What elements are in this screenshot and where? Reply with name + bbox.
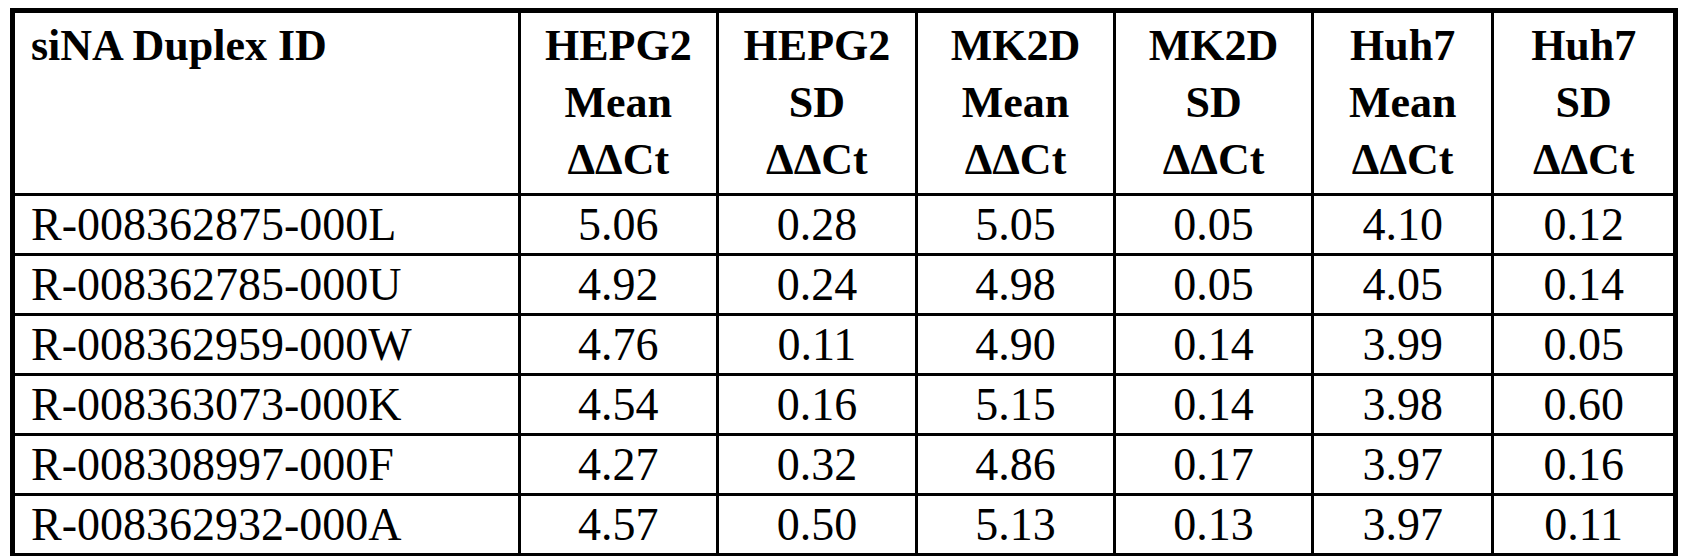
header-row: siNA Duplex ID HEPG2 Mean ΔΔCt HEPG2 SD … bbox=[13, 11, 1676, 195]
header-cell-mk2d-sd: MK2D SD ΔΔCt bbox=[1115, 11, 1313, 195]
value-cell-huh7-mean: 3.97 bbox=[1312, 495, 1493, 556]
value-cell-hepg2-mean: 4.92 bbox=[519, 255, 718, 315]
value-cell-mk2d-mean: 4.98 bbox=[916, 255, 1115, 315]
header-metric: ΔΔCt bbox=[1494, 131, 1673, 188]
header-cell-line: Huh7 bbox=[1494, 17, 1673, 74]
value-cell-mk2d-mean: 4.90 bbox=[916, 315, 1115, 375]
duplex-id-cell: R-008363073-000K bbox=[13, 375, 520, 435]
document-page: siNA Duplex ID HEPG2 Mean ΔΔCt HEPG2 SD … bbox=[0, 0, 1686, 556]
table-row: R-008362785-000U 4.92 0.24 4.98 0.05 4.0… bbox=[13, 255, 1676, 315]
value-cell-huh7-mean: 3.98 bbox=[1312, 375, 1493, 435]
sina-duplex-ddct-table: siNA Duplex ID HEPG2 Mean ΔΔCt HEPG2 SD … bbox=[10, 8, 1678, 556]
header-stat: SD bbox=[1116, 74, 1311, 131]
table-row: R-008363073-000K 4.54 0.16 5.15 0.14 3.9… bbox=[13, 375, 1676, 435]
value-cell-huh7-sd: 0.60 bbox=[1493, 375, 1676, 435]
table-row: R-008362959-000W 4.76 0.11 4.90 0.14 3.9… bbox=[13, 315, 1676, 375]
value-cell-huh7-sd: 0.05 bbox=[1493, 315, 1676, 375]
header-cell-mk2d-mean: MK2D Mean ΔΔCt bbox=[916, 11, 1115, 195]
header-metric: ΔΔCt bbox=[1314, 131, 1492, 188]
value-cell-hepg2-mean: 4.27 bbox=[519, 435, 718, 495]
duplex-id-cell: R-008362875-000L bbox=[13, 195, 520, 255]
header-stat: Mean bbox=[1314, 74, 1492, 131]
table-header: siNA Duplex ID HEPG2 Mean ΔΔCt HEPG2 SD … bbox=[13, 11, 1676, 195]
value-cell-hepg2-sd: 0.50 bbox=[718, 495, 917, 556]
value-cell-hepg2-sd: 0.32 bbox=[718, 435, 917, 495]
value-cell-mk2d-sd: 0.05 bbox=[1115, 195, 1313, 255]
duplex-id-cell: R-008362959-000W bbox=[13, 315, 520, 375]
header-stat: Mean bbox=[918, 74, 1114, 131]
value-cell-mk2d-mean: 4.86 bbox=[916, 435, 1115, 495]
duplex-id-cell: R-008362932-000A bbox=[13, 495, 520, 556]
header-cell-line: HEPG2 bbox=[521, 17, 717, 74]
duplex-id-cell: R-008362785-000U bbox=[13, 255, 520, 315]
value-cell-huh7-mean: 4.05 bbox=[1312, 255, 1493, 315]
header-cell-huh7-sd: Huh7 SD ΔΔCt bbox=[1493, 11, 1676, 195]
header-metric: ΔΔCt bbox=[719, 131, 915, 188]
value-cell-huh7-mean: 4.10 bbox=[1312, 195, 1493, 255]
value-cell-mk2d-sd: 0.05 bbox=[1115, 255, 1313, 315]
header-metric: ΔΔCt bbox=[918, 131, 1114, 188]
table-row: R-008362932-000A 4.57 0.50 5.13 0.13 3.9… bbox=[13, 495, 1676, 556]
value-cell-huh7-sd: 0.11 bbox=[1493, 495, 1676, 556]
value-cell-hepg2-mean: 4.76 bbox=[519, 315, 718, 375]
value-cell-huh7-sd: 0.12 bbox=[1493, 195, 1676, 255]
value-cell-huh7-sd: 0.16 bbox=[1493, 435, 1676, 495]
value-cell-huh7-sd: 0.14 bbox=[1493, 255, 1676, 315]
header-cell-duplex-id: siNA Duplex ID bbox=[13, 11, 520, 195]
header-stat: SD bbox=[1494, 74, 1673, 131]
value-cell-hepg2-mean: 4.54 bbox=[519, 375, 718, 435]
header-cell-huh7-mean: Huh7 Mean ΔΔCt bbox=[1312, 11, 1493, 195]
value-cell-mk2d-mean: 5.15 bbox=[916, 375, 1115, 435]
table-row: R-008308997-000F 4.27 0.32 4.86 0.17 3.9… bbox=[13, 435, 1676, 495]
header-label: siNA Duplex ID bbox=[31, 21, 327, 70]
header-cell-line: MK2D bbox=[1116, 17, 1311, 74]
table-body: R-008362875-000L 5.06 0.28 5.05 0.05 4.1… bbox=[13, 195, 1676, 556]
value-cell-mk2d-sd: 0.14 bbox=[1115, 375, 1313, 435]
header-metric: ΔΔCt bbox=[1116, 131, 1311, 188]
value-cell-huh7-mean: 3.97 bbox=[1312, 435, 1493, 495]
value-cell-mk2d-sd: 0.13 bbox=[1115, 495, 1313, 556]
value-cell-hepg2-mean: 4.57 bbox=[519, 495, 718, 556]
value-cell-hepg2-sd: 0.16 bbox=[718, 375, 917, 435]
value-cell-mk2d-sd: 0.17 bbox=[1115, 435, 1313, 495]
value-cell-mk2d-mean: 5.13 bbox=[916, 495, 1115, 556]
header-stat: Mean bbox=[521, 74, 717, 131]
header-cell-line: HEPG2 bbox=[719, 17, 915, 74]
value-cell-mk2d-sd: 0.14 bbox=[1115, 315, 1313, 375]
value-cell-hepg2-sd: 0.24 bbox=[718, 255, 917, 315]
value-cell-hepg2-sd: 0.11 bbox=[718, 315, 917, 375]
header-cell-line: MK2D bbox=[918, 17, 1114, 74]
header-cell-hepg2-sd: HEPG2 SD ΔΔCt bbox=[718, 11, 917, 195]
header-stat: SD bbox=[719, 74, 915, 131]
value-cell-hepg2-mean: 5.06 bbox=[519, 195, 718, 255]
header-cell-hepg2-mean: HEPG2 Mean ΔΔCt bbox=[519, 11, 718, 195]
table-row: R-008362875-000L 5.06 0.28 5.05 0.05 4.1… bbox=[13, 195, 1676, 255]
duplex-id-cell: R-008308997-000F bbox=[13, 435, 520, 495]
value-cell-hepg2-sd: 0.28 bbox=[718, 195, 917, 255]
value-cell-mk2d-mean: 5.05 bbox=[916, 195, 1115, 255]
header-metric: ΔΔCt bbox=[521, 131, 717, 188]
header-cell-line: Huh7 bbox=[1314, 17, 1492, 74]
value-cell-huh7-mean: 3.99 bbox=[1312, 315, 1493, 375]
